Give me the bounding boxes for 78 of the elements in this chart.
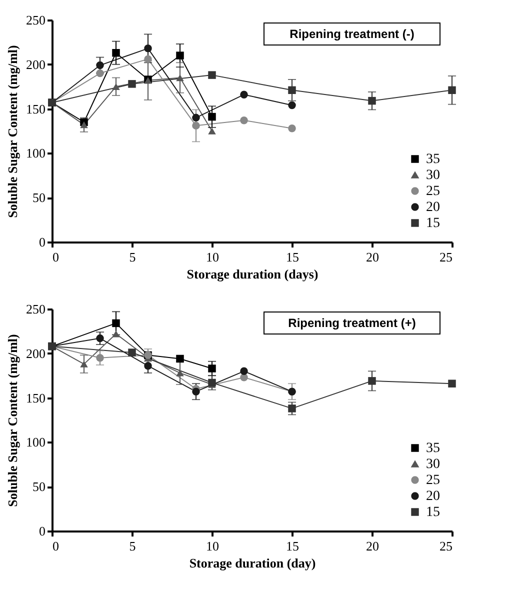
y-tick-label: 50: [32, 190, 46, 206]
x-tick-label: 25: [440, 250, 452, 264]
y-tick-label: 150: [26, 390, 46, 406]
point: [176, 370, 184, 376]
point: [240, 116, 248, 124]
point: [288, 101, 296, 110]
point: [112, 330, 120, 338]
x-axis-title: Storage duration (days): [186, 266, 318, 282]
x-tick-label: 10: [206, 538, 219, 554]
legend-label: 15: [426, 505, 440, 520]
legend-label: 30: [426, 168, 440, 183]
y-tick-label: 150: [26, 101, 46, 116]
y-tick-label: 200: [26, 56, 46, 72]
annotation: Ripening treatment (+): [288, 316, 416, 330]
legend-label: 35: [426, 152, 440, 167]
point: [192, 114, 200, 122]
point: [112, 319, 120, 328]
x-axis-title: Storage duration (day): [189, 556, 316, 570]
y-tick-label: 100: [26, 146, 46, 161]
point: [192, 122, 200, 130]
point: [288, 124, 296, 132]
y-tick-label: 100: [26, 434, 46, 450]
point: [240, 367, 248, 376]
x-tick-label: 25: [440, 538, 452, 554]
point: [176, 354, 184, 363]
y-tick-label: 250: [26, 12, 46, 28]
point: [208, 378, 216, 387]
point: [448, 86, 456, 94]
point: [208, 364, 216, 372]
point: [144, 55, 152, 63]
x-tick-label: 10: [206, 250, 219, 264]
point: [144, 362, 152, 370]
legend-label: 15: [426, 216, 440, 231]
y-tick-label: 250: [26, 302, 46, 316]
annotation: Ripening treatment (-): [290, 27, 414, 41]
legend-label: 30: [426, 457, 440, 472]
point: [144, 44, 152, 52]
y-tick-label: 200: [26, 346, 46, 361]
point: [208, 71, 216, 79]
legend-label: 25: [426, 473, 440, 488]
point: [368, 377, 376, 385]
x-tick-label: 0: [52, 538, 59, 554]
point: [96, 354, 104, 362]
point: [112, 83, 120, 90]
legend-label: 20: [426, 200, 440, 215]
point: [96, 69, 104, 78]
x-tick-label: 5: [129, 250, 136, 264]
y-tick-label: 0: [39, 524, 46, 538]
x-tick-label: 0: [52, 250, 59, 264]
x-tick-label: 15: [286, 250, 299, 264]
point: [96, 334, 104, 342]
y-tick-label: 0: [39, 234, 46, 250]
legend-label: 20: [426, 489, 440, 504]
point: [96, 61, 104, 70]
point: [208, 128, 216, 134]
x-tick-label: 20: [366, 250, 379, 264]
y-tick-label: 50: [32, 479, 46, 494]
point: [128, 348, 136, 356]
y-axis-title: Soluble Sugar Content (mg/ml): [5, 334, 20, 507]
point: [80, 360, 88, 368]
point: [176, 74, 184, 82]
point: [368, 96, 376, 105]
point: [176, 52, 184, 60]
x-tick-label: 20: [366, 538, 379, 554]
point: [192, 388, 200, 396]
point: [112, 48, 120, 57]
legend-label: 35: [426, 441, 440, 456]
x-tick-label: 5: [129, 538, 136, 554]
point: [288, 86, 296, 94]
point: [128, 80, 136, 88]
point: [80, 121, 88, 128]
point: [208, 112, 216, 121]
point: [448, 380, 456, 388]
x-tick-label: 15: [286, 538, 299, 554]
point: [288, 404, 296, 412]
y-axis-title: Soluble Sugar Content (mg/ml): [5, 45, 20, 218]
legend-label: 25: [426, 184, 440, 199]
point: [240, 90, 248, 98]
